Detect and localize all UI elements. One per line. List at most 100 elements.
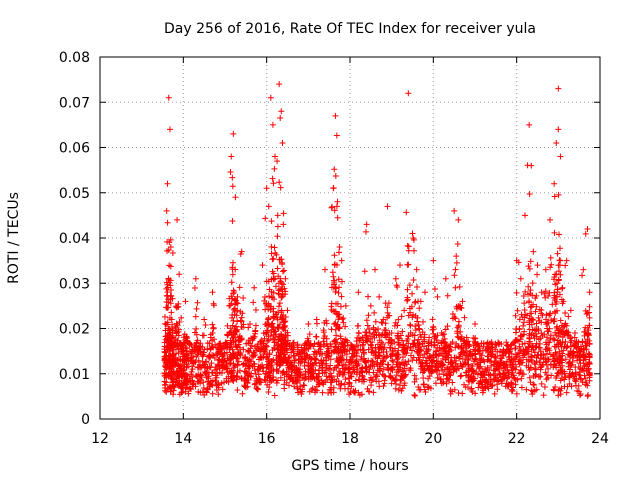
data-point: [250, 352, 257, 359]
data-point: [440, 371, 447, 378]
data-point: [555, 369, 562, 376]
data-point: [525, 291, 532, 298]
data-point: [529, 292, 536, 299]
data-point: [240, 346, 247, 353]
data-point: [475, 379, 482, 386]
data-point: [355, 389, 362, 396]
data-point: [231, 372, 238, 379]
data-point: [477, 359, 484, 366]
data-point: [442, 275, 449, 282]
y-tick-label: 0: [81, 412, 90, 428]
data-point: [299, 347, 306, 354]
data-point: [289, 346, 296, 353]
data-point: [196, 377, 203, 384]
data-point: [458, 349, 465, 356]
data-point: [317, 346, 324, 353]
data-point: [552, 349, 559, 356]
data-point: [167, 126, 173, 133]
data-point: [543, 311, 550, 318]
data-point: [278, 256, 285, 263]
data-point: [451, 272, 458, 279]
data-point: [182, 388, 189, 395]
data-point: [534, 262, 541, 269]
data-point: [187, 378, 194, 385]
data-point: [372, 318, 379, 325]
data-point: [404, 346, 411, 353]
data-point: [323, 340, 330, 347]
data-point: [272, 283, 279, 290]
data-point: [520, 371, 527, 378]
data-point: [161, 313, 168, 320]
data-point: [357, 335, 364, 342]
data-point: [368, 382, 375, 389]
data-point: [349, 364, 356, 371]
data-point: [201, 316, 208, 323]
data-point: [344, 365, 351, 372]
data-point: [337, 335, 344, 342]
data-point: [383, 331, 390, 338]
data-point: [442, 347, 449, 354]
data-point: [450, 368, 457, 375]
data-point: [557, 317, 564, 324]
data-point: [446, 376, 453, 383]
data-point: [407, 352, 414, 359]
data-point: [332, 112, 339, 119]
data-point: [349, 368, 356, 375]
data-point: [438, 363, 445, 370]
data-point: [332, 284, 339, 291]
data-point: [476, 355, 483, 362]
data-point: [483, 376, 490, 383]
data-point: [579, 272, 586, 279]
data-point: [586, 352, 593, 359]
data-point: [237, 251, 244, 258]
data-point: [363, 317, 370, 324]
data-point: [174, 356, 181, 363]
data-point: [330, 185, 337, 192]
data-point: [517, 369, 524, 376]
data-point: [556, 257, 563, 264]
data-point: [324, 376, 331, 383]
data-point: [480, 343, 487, 350]
data-point: [533, 358, 540, 365]
data-point: [551, 180, 558, 187]
data-point: [574, 387, 581, 394]
data-point: [360, 349, 367, 356]
data-point: [323, 320, 330, 327]
data-point: [368, 357, 375, 364]
data-point: [464, 384, 471, 391]
data-point: [378, 319, 385, 326]
data-point: [303, 352, 310, 359]
data-point: [331, 261, 338, 268]
data-point: [572, 371, 579, 378]
data-point: [536, 306, 543, 313]
data-point: [526, 121, 533, 128]
data-point: [461, 314, 468, 321]
data-point: [271, 165, 278, 172]
data-point: [533, 386, 540, 393]
data-point: [306, 331, 313, 338]
data-point: [215, 391, 222, 398]
data-point: [411, 391, 418, 398]
data-point: [326, 365, 333, 372]
data-point: [457, 373, 464, 380]
data-point: [307, 373, 314, 380]
data-point: [216, 356, 223, 363]
data-point: [555, 191, 562, 198]
data-point: [454, 240, 461, 247]
data-point: [275, 273, 282, 280]
data-point: [586, 289, 593, 296]
data-point: [274, 233, 281, 240]
data-point: [533, 333, 540, 340]
data-point: [555, 126, 562, 133]
data-point: [397, 364, 404, 371]
data-point: [465, 357, 472, 364]
data-point: [526, 335, 533, 342]
data-point: [269, 320, 276, 327]
data-point: [331, 166, 338, 173]
data-point: [216, 340, 223, 347]
data-point: [384, 203, 391, 210]
data-point: [320, 379, 327, 386]
data-point: [355, 376, 362, 383]
data-point: [204, 378, 211, 385]
data-point: [551, 297, 558, 304]
